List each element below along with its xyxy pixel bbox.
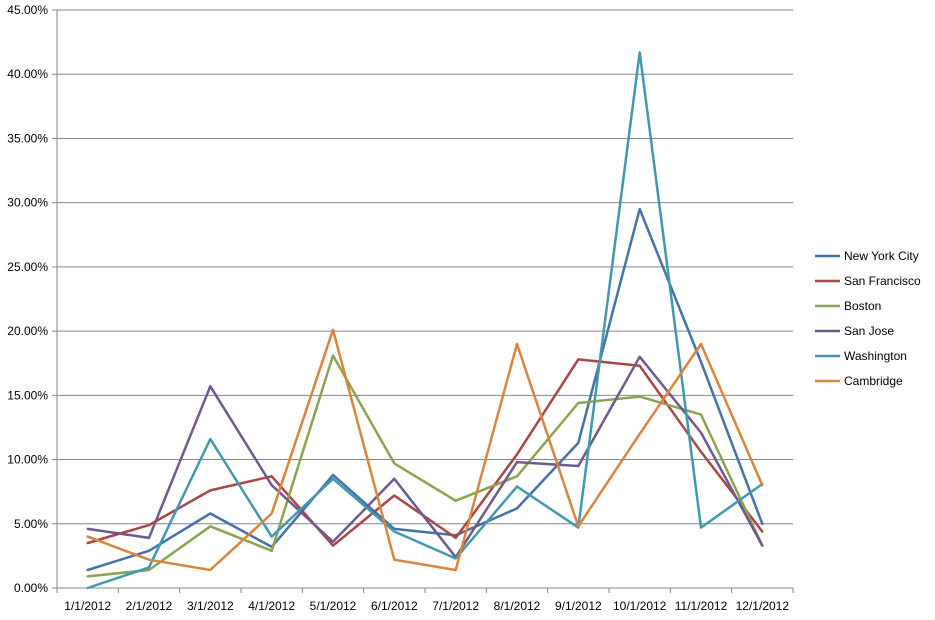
legend-label: San Francisco	[844, 274, 921, 288]
y-tick-label: 40.00%	[7, 67, 48, 81]
x-tick-label: 6/1/2012	[371, 599, 418, 613]
series-line-san-jose	[86, 355, 764, 559]
series-line-new-york-city	[86, 207, 764, 572]
x-tick-label: 12/1/2012	[736, 599, 790, 613]
y-tick-label: 0.00%	[14, 581, 48, 595]
x-tick-label: 7/1/2012	[432, 599, 479, 613]
legend-label: Boston	[844, 299, 881, 313]
legend-item: New York City	[815, 249, 919, 263]
legend-item: Washington	[815, 349, 907, 363]
x-tick-label: 3/1/2012	[187, 599, 234, 613]
series-line-washington	[86, 51, 764, 590]
y-axis-tick-labels: 0.00% 5.00% 10.00% 15.00% 20.00% 25.00% 30.00%…	[7, 3, 48, 595]
legend: New York City San Francisco Boston San Jose…	[815, 249, 921, 388]
y-tick-label: 35.00%	[7, 131, 48, 145]
legend-label: Washington	[844, 349, 907, 363]
y-tick-label: 5.00%	[14, 517, 48, 531]
legend-label: New York City	[844, 249, 919, 263]
legend-item: San Jose	[815, 324, 894, 338]
series-line-cambridge	[86, 328, 764, 572]
y-tick-label: 10.00%	[7, 453, 48, 467]
legend-label: Cambridge	[844, 374, 903, 388]
axes	[52, 9, 794, 593]
x-axis-tick-labels: 1/1/2012 2/1/2012 3/1/2012 4/1/2012 5/1/2012…	[64, 599, 789, 613]
gridlines	[57, 9, 793, 525]
legend-item: Cambridge	[815, 374, 903, 388]
x-tick-label: 2/1/2012	[126, 599, 173, 613]
x-tick-label: 11/1/2012	[675, 599, 728, 613]
x-tick-label: 9/1/2012	[555, 599, 602, 613]
x-tick-label: 1/1/2012	[64, 599, 111, 613]
x-tick-label: 8/1/2012	[494, 599, 541, 613]
legend-item: San Francisco	[815, 274, 921, 288]
legend-label: San Jose	[844, 324, 894, 338]
y-tick-label: 15.00%	[7, 388, 48, 402]
series-line-boston	[86, 354, 764, 578]
y-tick-label: 30.00%	[7, 196, 48, 210]
legend-item: Boston	[815, 299, 881, 313]
x-tick-label: 5/1/2012	[310, 599, 357, 613]
x-tick-label: 4/1/2012	[248, 599, 295, 613]
y-tick-label: 20.00%	[7, 324, 48, 338]
y-tick-label: 45.00%	[7, 3, 48, 17]
y-tick-label: 25.00%	[7, 260, 48, 274]
series-lines	[86, 51, 764, 590]
x-tick-label: 10/1/2012	[613, 599, 667, 613]
